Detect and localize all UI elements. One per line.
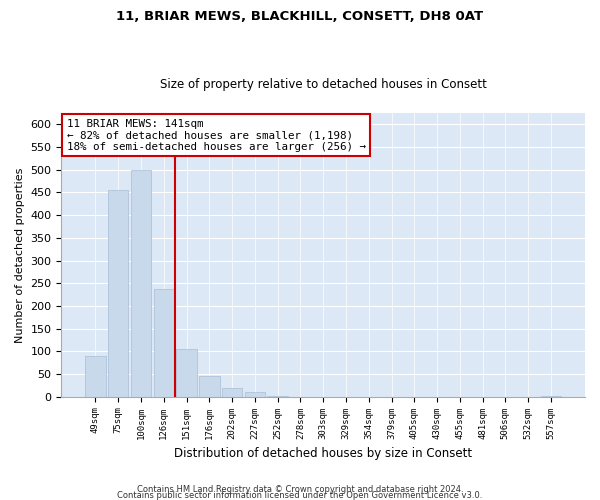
Bar [131,170,151,396]
Bar [222,388,242,396]
Bar [245,392,265,396]
X-axis label: Distribution of detached houses by size in Consett: Distribution of detached houses by size … [174,447,472,460]
Text: 11 BRIAR MEWS: 141sqm
← 82% of detached houses are smaller (1,198)
18% of semi-d: 11 BRIAR MEWS: 141sqm ← 82% of detached … [67,118,365,152]
Bar [199,376,220,396]
Text: 11, BRIAR MEWS, BLACKHILL, CONSETT, DH8 0AT: 11, BRIAR MEWS, BLACKHILL, CONSETT, DH8 … [116,10,484,23]
Text: Contains public sector information licensed under the Open Government Licence v3: Contains public sector information licen… [118,490,482,500]
Text: Contains HM Land Registry data © Crown copyright and database right 2024.: Contains HM Land Registry data © Crown c… [137,484,463,494]
Bar [176,350,197,397]
Bar [108,190,128,396]
Bar [154,289,174,397]
Bar [85,356,106,397]
Title: Size of property relative to detached houses in Consett: Size of property relative to detached ho… [160,78,487,91]
Y-axis label: Number of detached properties: Number of detached properties [15,167,25,342]
